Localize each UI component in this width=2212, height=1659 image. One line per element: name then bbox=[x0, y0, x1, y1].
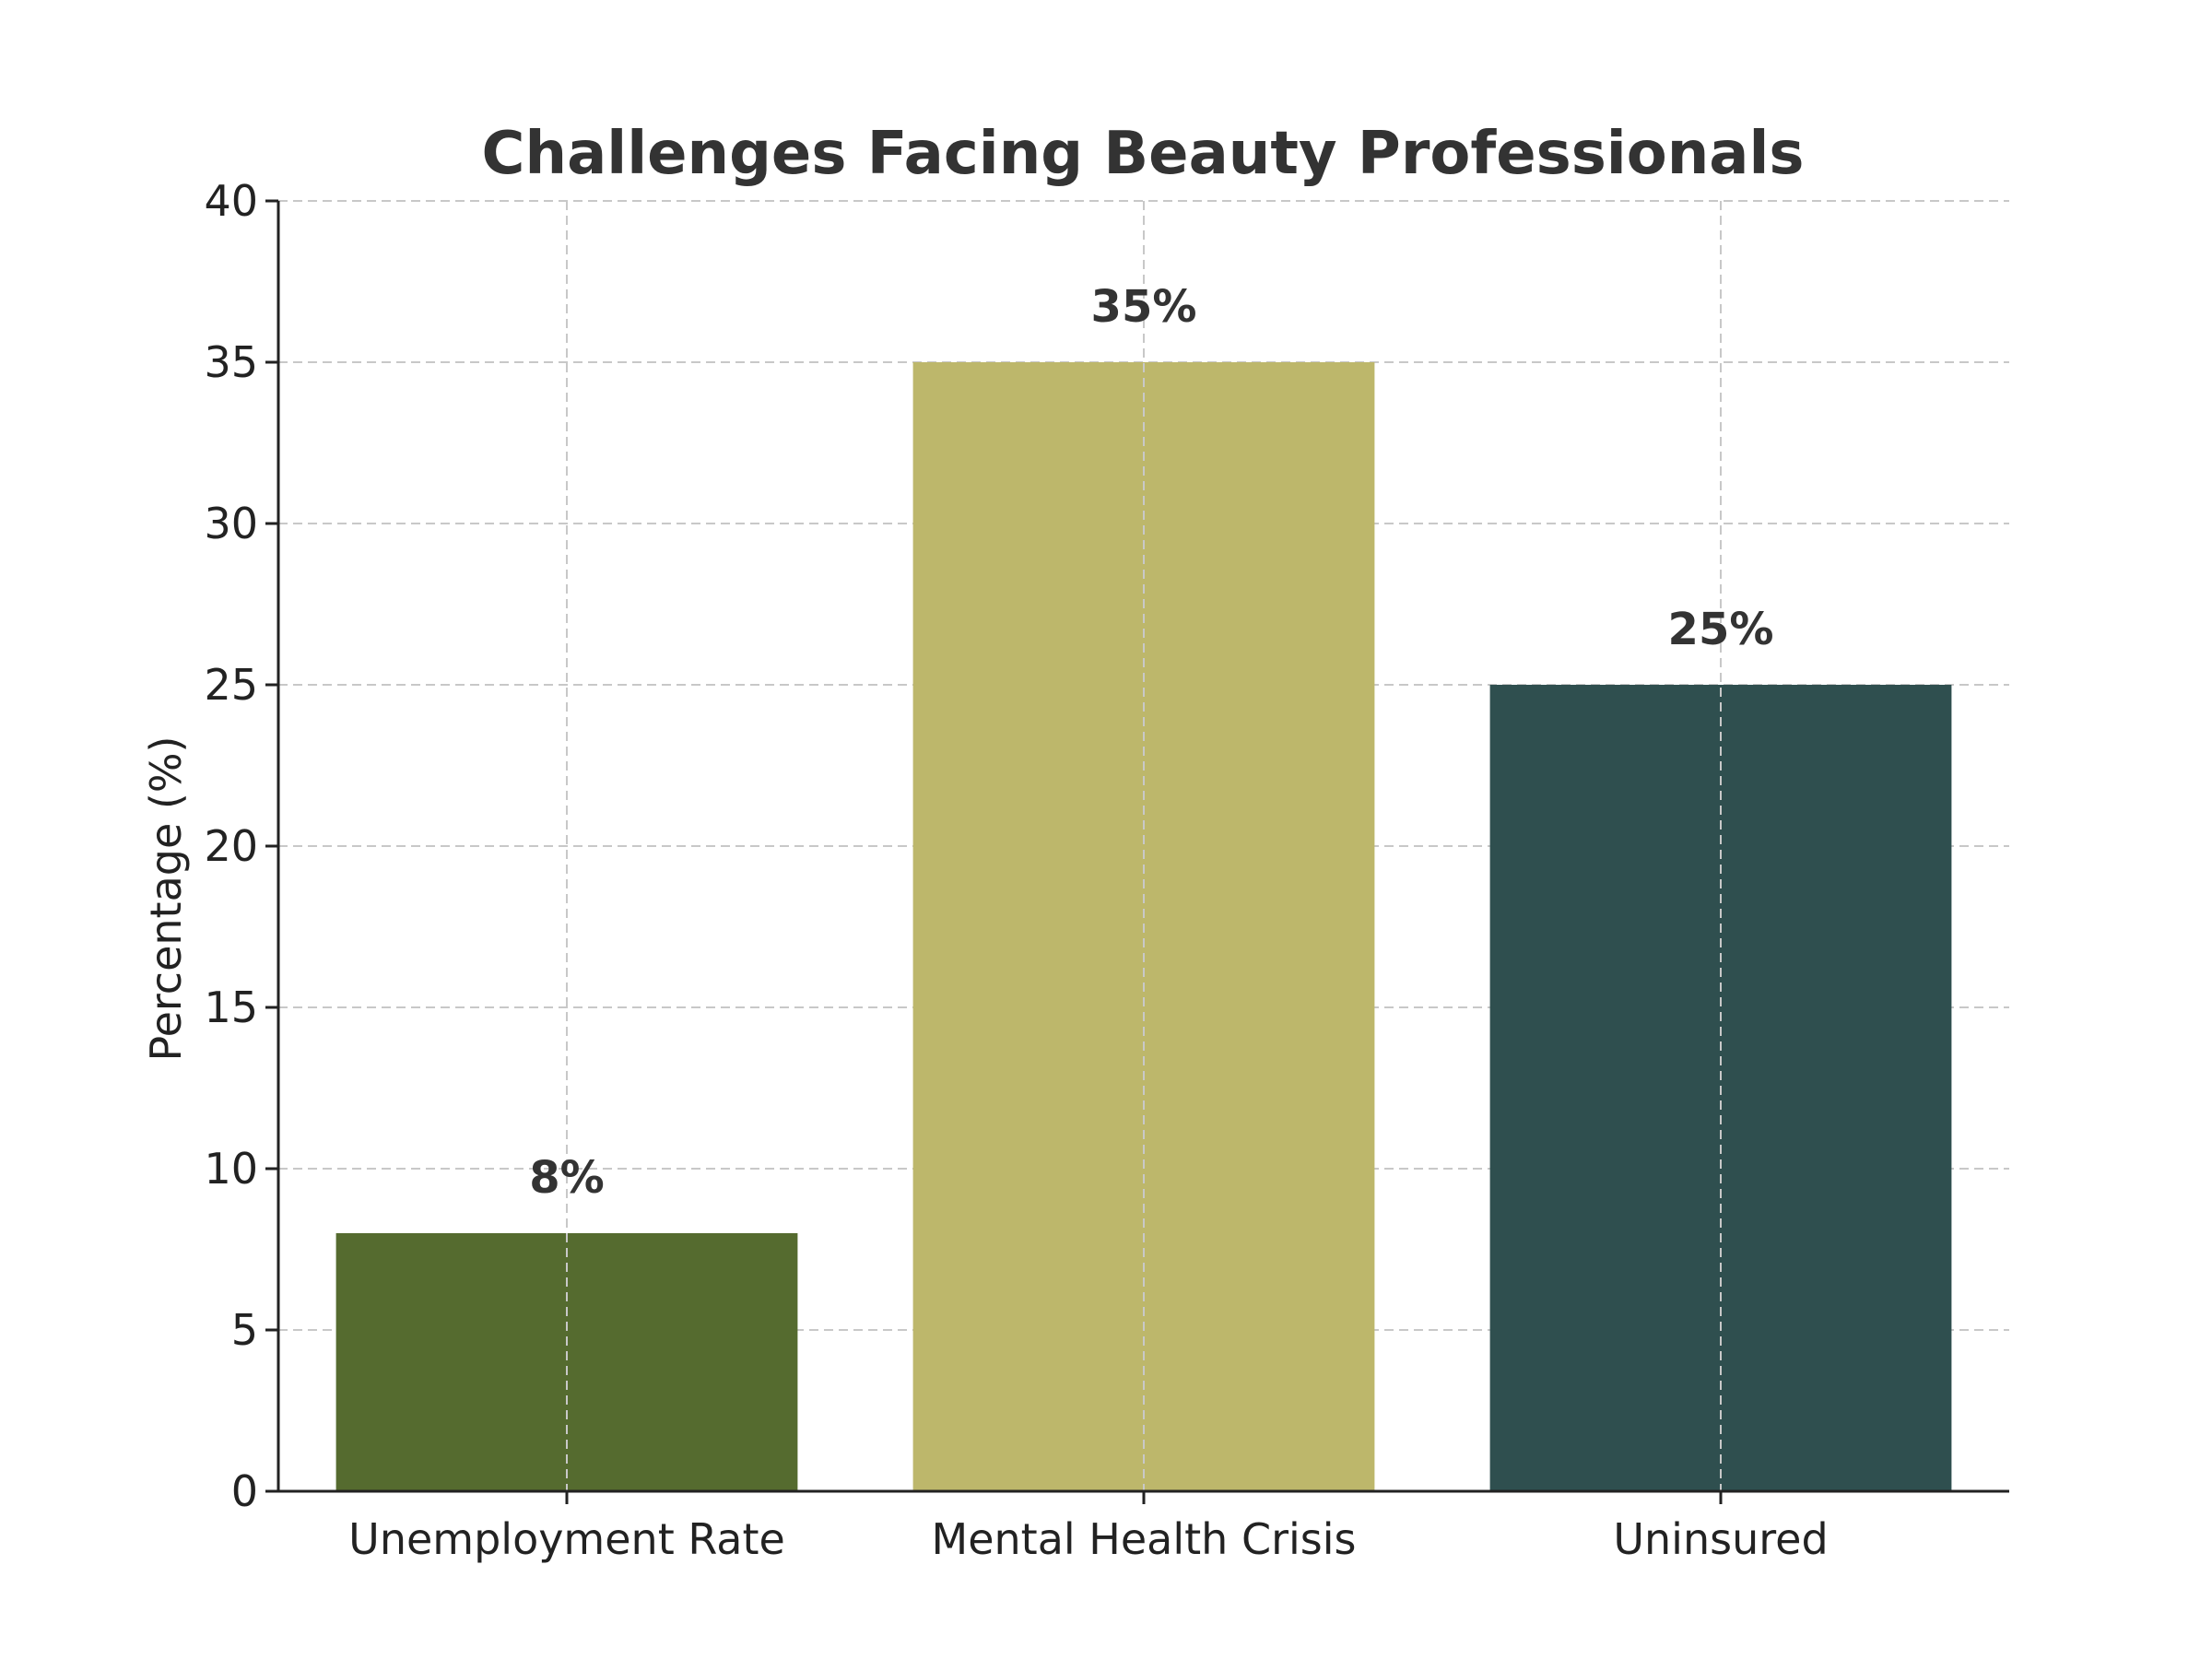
y-tick-label: 40 bbox=[204, 176, 258, 226]
x-tick-label: Unemployment Rate bbox=[348, 1514, 785, 1564]
x-tick-label: Mental Health Crisis bbox=[932, 1514, 1357, 1564]
axes bbox=[265, 199, 2009, 1504]
data-label: 35% bbox=[1091, 281, 1197, 333]
chart-title: Challenges Facing Beauty Professionals bbox=[482, 120, 1805, 188]
y-tick-label: 30 bbox=[204, 499, 258, 548]
y-axis-label: Percentage (%) bbox=[141, 736, 191, 1062]
data-label: 25% bbox=[1668, 604, 1774, 655]
vertical-grid bbox=[566, 201, 1722, 1491]
y-tick-label: 10 bbox=[204, 1144, 258, 1194]
y-tick-label: 20 bbox=[204, 821, 258, 871]
y-tick-label: 35 bbox=[204, 337, 258, 387]
bars bbox=[335, 362, 1952, 1491]
y-tick-label: 15 bbox=[204, 982, 258, 1032]
labels: 0 5 10 15 20 25 30 35 40 Unemployment Rate 8% Menta… bbox=[204, 176, 1828, 1564]
x-tick-label: Uninsured bbox=[1613, 1514, 1828, 1564]
y-tick-label: 25 bbox=[204, 660, 258, 710]
data-label: 8% bbox=[529, 1152, 605, 1204]
y-tick-label: 5 bbox=[231, 1305, 258, 1355]
y-tick-label: 0 bbox=[231, 1466, 258, 1516]
